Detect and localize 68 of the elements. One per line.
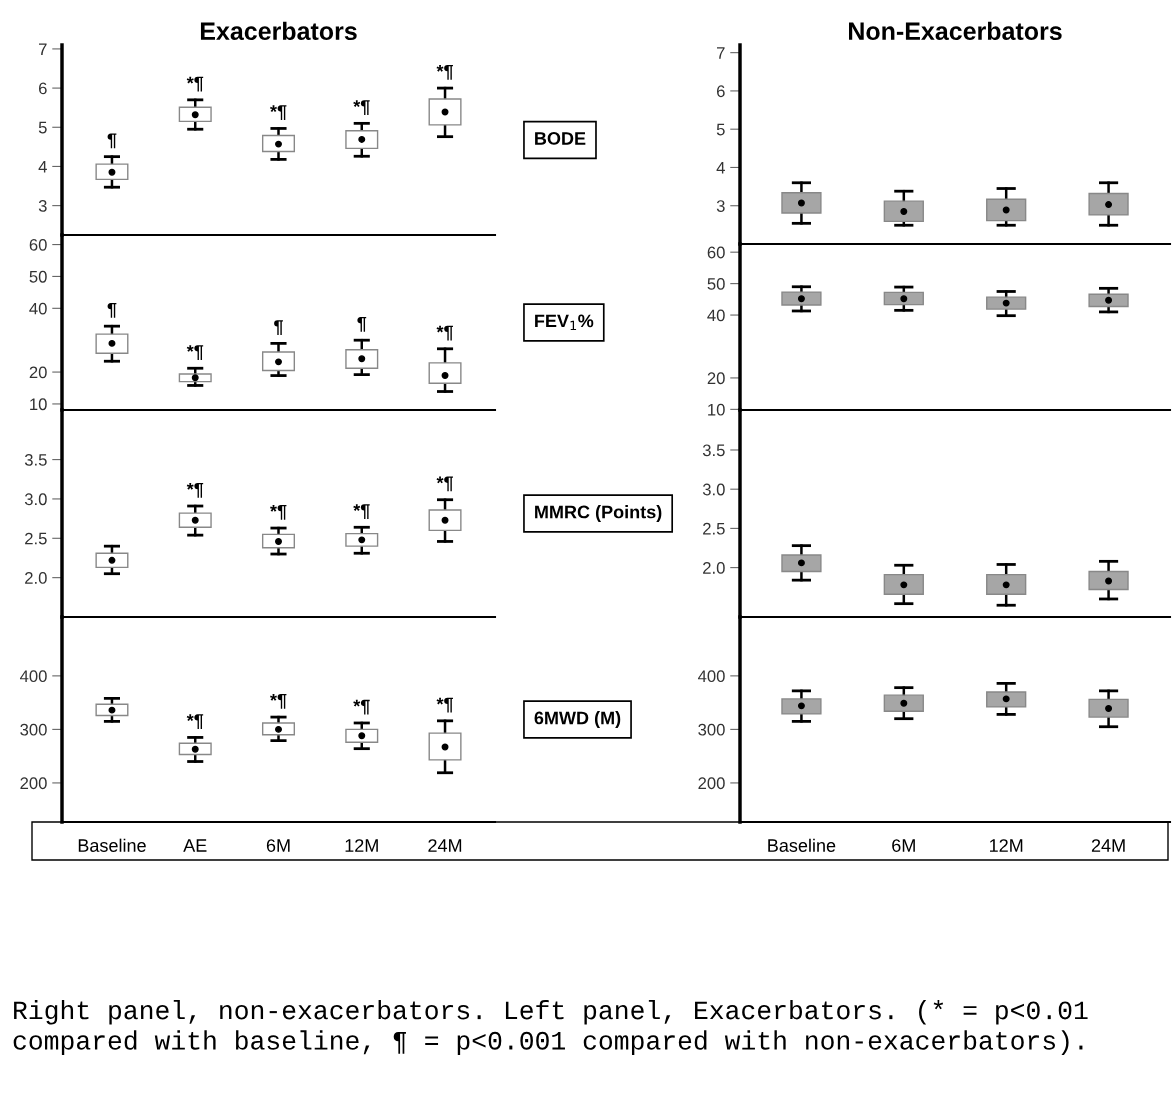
annotation: *¶ [353,100,370,115]
y-tick-label: 6 [716,85,725,98]
annotation: ¶ [107,133,117,149]
y-tick-label: 3 [38,200,47,212]
annotation: *¶ [270,105,287,121]
annotation: *¶ [186,714,204,730]
x-tick-label: Baseline [78,838,146,852]
annotation: *¶ [270,693,287,709]
y-tick-label: 20 [29,366,47,379]
x-tick-label: 24M [1091,839,1125,852]
y-tick-label: 300 [20,723,47,736]
y-tick-label: 60 [707,246,725,259]
chart-title: Exacerbators [200,21,357,41]
text: Right panel, non-exacerbators. Left panel, Exacerbators. (* = p<0.01 compared with baseline, ¶ = p<0.001 compared with non-exacerbators). [13,1000,1088,1055]
annotation: *¶ [186,345,204,360]
annotation: *¶ [353,504,370,519]
y-tick-label: 4 [716,162,725,174]
y-tick-label: 3.0 [24,493,47,506]
y-tick-label: 200 [698,777,725,790]
y-axis-title: FEV$_{1}$% [535,314,594,331]
y-tick-label: 3.5 [24,453,47,466]
y-tick-label: 10 [708,403,725,416]
y-tick-label: 7 [717,47,725,59]
y-tick-label: 7 [39,43,47,55]
x-tick-label: 12M [345,839,378,852]
annotation: *¶ [436,476,453,492]
y-tick-label: 40 [29,302,47,315]
annotation: *¶ [186,482,204,498]
y-tick-label: 3.0 [702,483,725,496]
y-tick-label: 50 [707,278,725,290]
y-tick-label: 50 [29,270,47,283]
annotation: ¶ [107,303,117,318]
y-tick-label: 3 [716,200,725,212]
x-tick-label: 12M [990,839,1023,852]
annotation: ¶ [274,320,283,336]
y-tick-label: 400 [697,670,725,683]
annotation: *¶ [436,697,453,713]
y-tick-label: 200 [20,777,47,790]
annotation: *¶ [436,64,453,80]
y-tick-label: 2.0 [25,572,47,584]
y-tick-label: 10 [30,398,47,411]
annotation: *¶ [353,699,370,715]
annotation: ¶ [357,317,367,332]
x-tick-label: 24M [428,839,462,852]
annotation: *¶ [436,325,453,341]
y-tick-label: 300 [698,723,725,736]
y-axis-title: BODE [535,132,586,145]
y-axis-title: MMRC (Points) [535,505,662,522]
y-tick-label: 2.0 [703,562,725,574]
y-tick-label: 5 [716,123,725,136]
y-tick-label: 3.5 [702,444,725,457]
annotation: *¶ [270,504,287,520]
y-tick-label: 60 [29,238,47,251]
x-tick-label: 6M [892,839,915,852]
x-tick-label: 6M [266,839,290,852]
y-tick-label: 40 [707,309,725,322]
chart-title: Non-Exacerbators [849,21,1062,41]
y-tick-label: 20 [707,372,725,385]
x-tick-label: Baseline [768,838,836,852]
y-axis-title: 6MWD (M) [534,711,621,728]
y-tick-label: 400 [19,670,47,683]
x-tick-label: AE [183,839,207,852]
y-tick-label: 2.5 [703,522,725,535]
y-tick-label: 2.5 [25,532,47,545]
y-tick-label: 4 [38,161,47,173]
y-tick-label: 5 [38,121,47,134]
annotation: *¶ [186,76,204,92]
y-tick-label: 6 [38,82,47,95]
